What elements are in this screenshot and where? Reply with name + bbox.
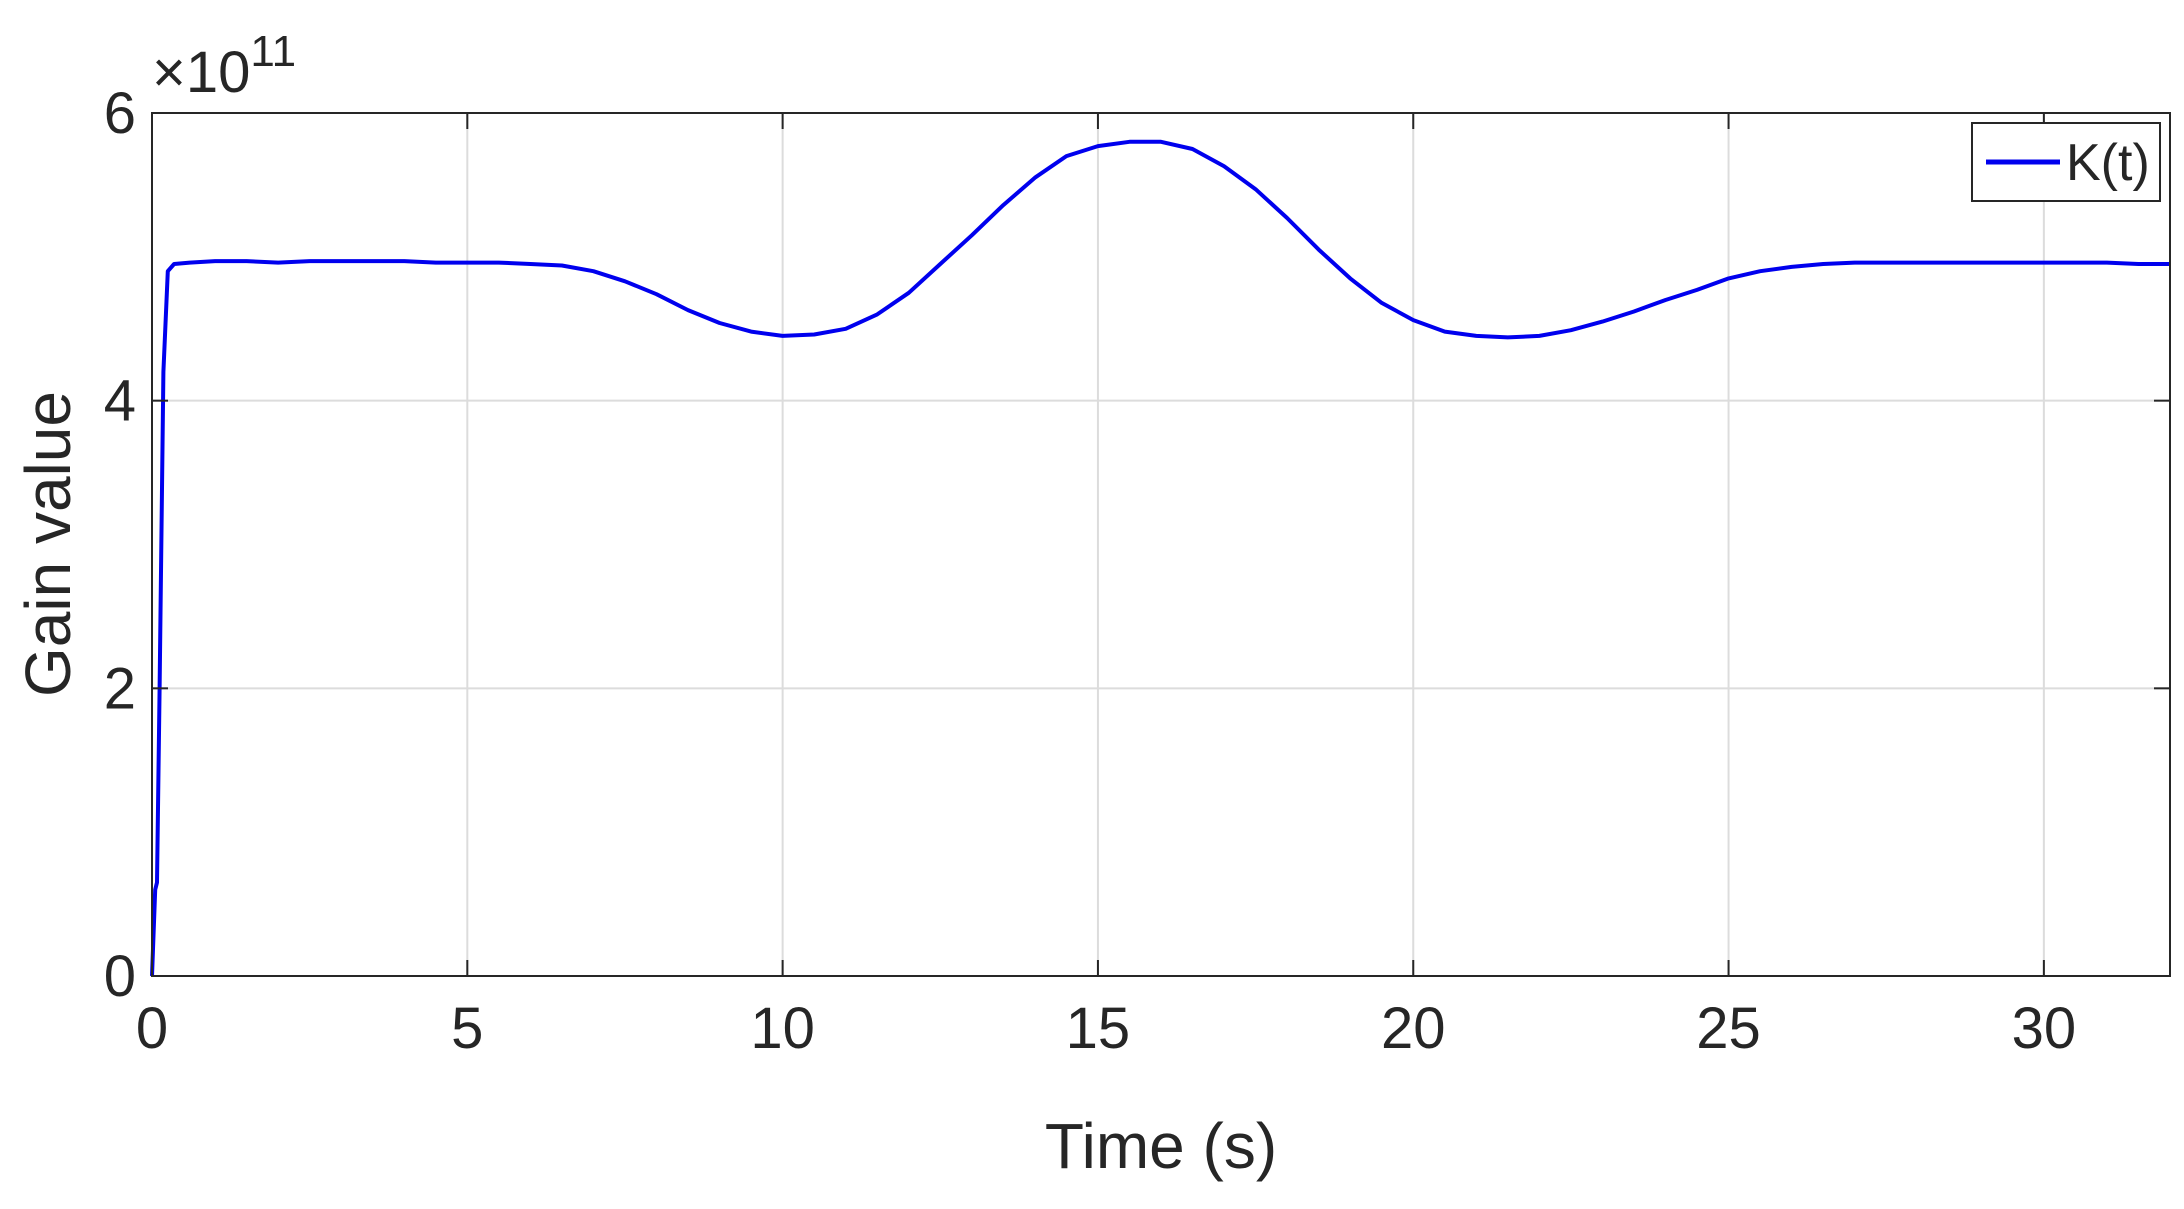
legend: K(t) xyxy=(1971,122,2161,202)
y-exponent-power: 11 xyxy=(250,27,296,76)
series-group xyxy=(150,139,2170,977)
y-tick-label: 6 xyxy=(104,81,136,146)
y-tick-label: 4 xyxy=(104,369,136,434)
x-axis-label: Time (s) xyxy=(1045,1110,1277,1182)
y-axis-label: Gain value xyxy=(12,391,84,697)
x-tick-label: 15 xyxy=(1066,996,1131,1061)
x-tick-label: 10 xyxy=(750,996,815,1061)
x-tick-group: 0 5 10 15 20 25 30 xyxy=(136,113,2076,1061)
y-tick-group: 0 2 4 6 xyxy=(104,81,2170,1009)
series-line-k-t xyxy=(150,139,2170,977)
x-tick-label: 25 xyxy=(1696,996,1761,1061)
y-exponent-label: ×1011 xyxy=(152,27,296,105)
y-tick-label: 2 xyxy=(104,656,136,721)
x-tick-label: 5 xyxy=(451,996,483,1061)
y-exponent-base: ×10 xyxy=(152,40,250,105)
grid-lines xyxy=(152,113,2170,976)
x-tick-label: 0 xyxy=(136,996,168,1061)
plot-frame xyxy=(151,112,2171,977)
x-tick-label: 30 xyxy=(2012,996,2077,1061)
y-tick-label: 0 xyxy=(104,944,136,1009)
x-tick-label: 20 xyxy=(1381,996,1446,1061)
plot-background xyxy=(152,113,2170,976)
legend-label: K(t) xyxy=(2066,134,2150,192)
